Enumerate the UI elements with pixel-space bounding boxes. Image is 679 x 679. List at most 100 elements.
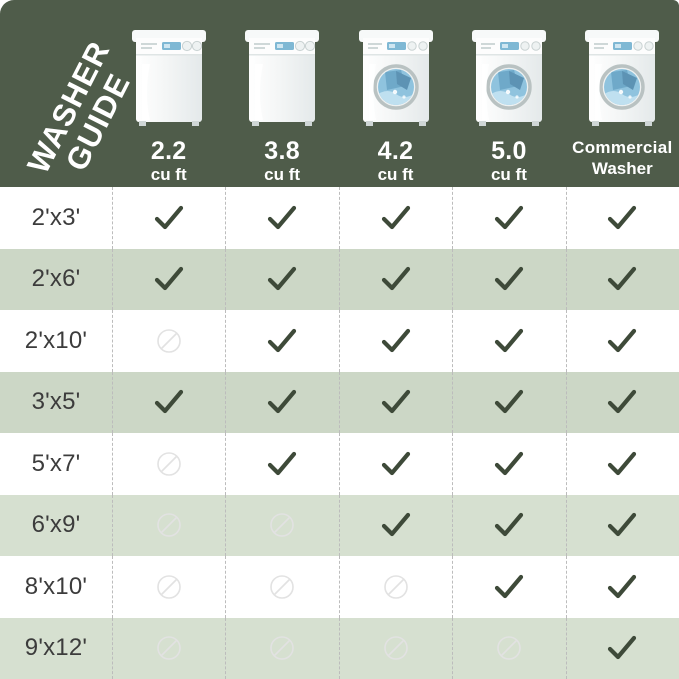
cell-5-0-cu-ft	[452, 248, 565, 311]
row-label: 6'x9'	[31, 511, 81, 539]
table-row: 2'x3'	[0, 187, 679, 249]
column-header-title: Commercial	[572, 138, 673, 157]
cell-2-2-cu-ft	[112, 187, 225, 249]
top-loader-washer-icon	[245, 30, 320, 126]
column-header-subtitle: cu ft	[150, 165, 187, 184]
table-body: 2'x3' 2'x6' 2'x10' 3'x5' 5'x7'	[0, 187, 679, 679]
cell-3-8-cu-ft	[225, 433, 338, 495]
check-icon	[154, 205, 183, 229]
not-allowed-icon	[156, 451, 181, 476]
cell-2-2-cu-ft	[112, 371, 225, 434]
column-headers: 2.2 cu ft 3.8 cu ft	[112, 0, 679, 187]
row-label: 8'x10'	[24, 572, 88, 600]
row-label: 3'x5'	[31, 388, 81, 416]
column-header-subtitle: cu ft	[490, 165, 527, 184]
cell-commercial-washer	[565, 310, 679, 372]
check-icon	[608, 574, 637, 598]
check-icon	[154, 390, 183, 414]
check-icon	[608, 451, 637, 475]
cell-5-0-cu-ft	[452, 371, 565, 434]
not-allowed-icon	[156, 328, 181, 353]
check-icon	[381, 205, 410, 229]
cell-5-0-cu-ft	[452, 433, 565, 495]
check-icon	[494, 390, 524, 414]
table-row: 5'x7'	[0, 433, 679, 495]
front-loader-washer-icon	[585, 30, 660, 126]
check-icon	[494, 267, 524, 291]
cell-2-2-cu-ft	[112, 433, 225, 495]
not-allowed-icon	[270, 513, 294, 538]
check-icon	[494, 574, 524, 598]
table-header: WASHER GUIDE 2.2 cu ft	[0, 0, 679, 187]
cell-5-0-cu-ft	[452, 556, 565, 618]
column-header-3-8-cu-ft: 3.8 cu ft	[225, 0, 338, 187]
row-label: 2'x3'	[31, 203, 81, 231]
cell-2-2-cu-ft	[112, 310, 225, 372]
check-icon	[268, 267, 297, 291]
guide-title: WASHER GUIDE	[0, 0, 130, 187]
column-header-title: 3.8	[264, 137, 300, 165]
cell-5-0-cu-ft	[452, 494, 565, 557]
cell-3-8-cu-ft	[225, 556, 338, 618]
column-header-4-2-cu-ft: 4.2 cu ft	[339, 0, 452, 187]
not-allowed-icon	[156, 574, 181, 599]
cell-2-2-cu-ft	[112, 494, 225, 557]
not-allowed-icon	[383, 636, 408, 661]
column-header-subtitle: Washer	[591, 159, 653, 179]
cell-commercial-washer	[565, 494, 679, 557]
column-header-commercial-washer: Commercial Washer	[566, 0, 679, 187]
check-icon	[608, 328, 637, 352]
check-icon	[268, 451, 297, 475]
cell-3-8-cu-ft	[225, 371, 338, 434]
cell-4-2-cu-ft	[338, 248, 452, 311]
column-header-subtitle: cu ft	[264, 165, 301, 184]
check-icon	[381, 390, 410, 414]
cell-2-2-cu-ft	[112, 556, 225, 618]
check-icon	[154, 267, 183, 291]
cell-2-2-cu-ft	[112, 617, 225, 679]
row-label: 9'x12'	[24, 634, 88, 662]
cell-3-8-cu-ft	[225, 187, 338, 249]
not-allowed-icon	[156, 513, 181, 538]
not-allowed-icon	[156, 636, 181, 661]
column-header-title: 4.2	[377, 137, 414, 165]
cell-4-2-cu-ft	[338, 556, 452, 618]
cell-3-8-cu-ft	[225, 494, 338, 557]
table-row: 2'x10'	[0, 310, 679, 372]
cell-3-8-cu-ft	[225, 248, 338, 311]
table-row: 2'x6'	[0, 248, 679, 311]
check-icon	[494, 451, 524, 475]
cell-4-2-cu-ft	[338, 494, 452, 557]
check-icon	[381, 328, 410, 352]
cell-4-2-cu-ft	[338, 371, 452, 434]
table-row: 9'x12'	[0, 617, 679, 679]
check-icon	[381, 451, 410, 475]
not-allowed-icon	[270, 636, 294, 661]
not-allowed-icon	[497, 636, 521, 661]
check-icon	[608, 513, 637, 537]
column-header-title: 2.2	[150, 137, 187, 165]
check-icon	[381, 267, 410, 291]
cell-commercial-washer	[565, 371, 679, 434]
column-header-2-2-cu-ft: 2.2 cu ft	[112, 0, 225, 187]
check-icon	[381, 513, 410, 537]
row-label: 5'x7'	[31, 449, 81, 477]
cell-2-2-cu-ft	[112, 248, 225, 311]
cell-4-2-cu-ft	[338, 617, 452, 679]
cell-5-0-cu-ft	[452, 187, 565, 249]
row-label: 2'x6'	[31, 265, 81, 293]
cell-commercial-washer	[565, 248, 679, 311]
cell-4-2-cu-ft	[338, 187, 452, 249]
row-label: 2'x10'	[24, 326, 88, 354]
cell-commercial-washer	[565, 617, 679, 679]
check-icon	[494, 205, 524, 229]
table-row: 3'x5'	[0, 371, 679, 434]
cell-commercial-washer	[565, 433, 679, 495]
check-icon	[494, 513, 524, 537]
column-header-title: 5.0	[491, 137, 527, 165]
front-loader-washer-icon	[471, 30, 546, 126]
check-icon	[608, 390, 637, 414]
cell-5-0-cu-ft	[452, 310, 565, 372]
check-icon	[608, 267, 637, 291]
